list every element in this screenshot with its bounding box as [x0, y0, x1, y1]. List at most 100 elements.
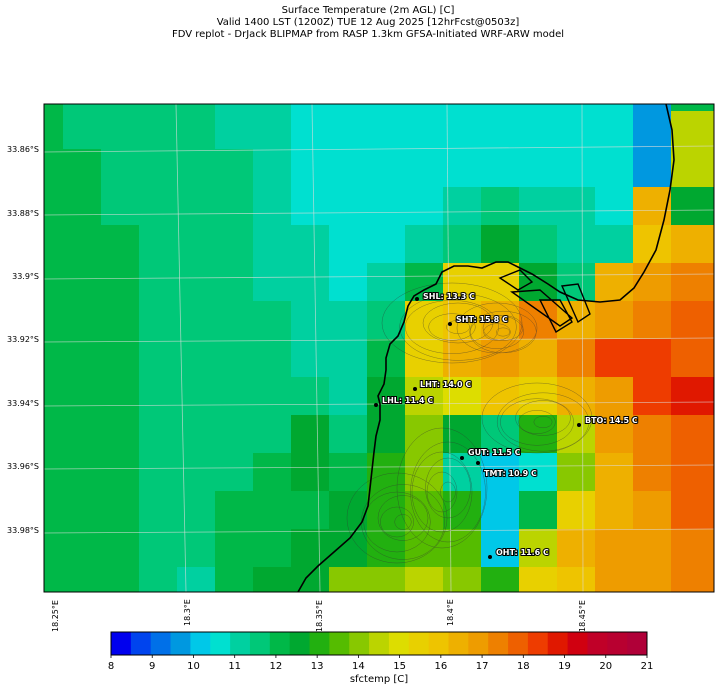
temp-grid-cell [215, 491, 254, 530]
temp-grid-cell [367, 567, 406, 592]
temp-grid-cell [329, 111, 368, 150]
temp-grid-cell [633, 149, 672, 188]
colorbar-tick-label: 18 [517, 661, 530, 672]
temp-grid-cell [481, 529, 520, 568]
x-tick-label: 18.45°E [578, 600, 587, 632]
colorbar-tick-label: 13 [311, 661, 324, 672]
temp-grid-cell [139, 415, 178, 454]
temp-grid-cell [557, 567, 596, 592]
contour-line [470, 315, 524, 349]
temp-grid-cell [44, 111, 64, 150]
station-label: OHT: 11.6 C [496, 548, 549, 557]
colorbar-tick-label: 19 [558, 661, 571, 672]
temp-grid-cell [177, 225, 216, 264]
temp-grid-cell [101, 415, 140, 454]
temp-grid-cell [519, 377, 558, 416]
temp-grid-cell [329, 415, 368, 454]
temp-grid-cell [557, 453, 596, 492]
temp-grid-cell [557, 301, 596, 340]
colorbar-tick-label: 14 [352, 661, 365, 672]
temp-grid-cell [595, 263, 634, 302]
meridian-line [175, 104, 187, 592]
temp-grid-cell [595, 187, 634, 226]
colorbar-frame [110, 631, 648, 656]
temp-grid-cell [671, 187, 714, 226]
contour-line [381, 282, 523, 364]
temp-grid-cell [595, 111, 634, 150]
temp-grid-cell [44, 187, 64, 226]
temp-grid-cell [253, 149, 292, 188]
temp-grid-cell [671, 415, 714, 454]
temp-grid-cell [291, 415, 330, 454]
temp-grid-cell [101, 111, 140, 150]
colorbar-tick-label: 15 [393, 661, 406, 672]
parallel-line [44, 528, 714, 534]
temp-grid-cell [367, 104, 406, 112]
contour-line [518, 410, 556, 434]
temp-grid-cell [519, 491, 558, 530]
temp-grid-cell [443, 104, 482, 112]
temp-grid-cell [44, 415, 64, 454]
temp-grid-cell [519, 567, 558, 592]
temp-grid-cell [519, 453, 558, 492]
station-label: BTO: 14.5 C [585, 416, 638, 425]
temp-grid-cell [633, 339, 672, 378]
temp-grid-cell [671, 339, 714, 378]
colorbar-segment [567, 632, 588, 655]
station-dot [476, 461, 480, 465]
colorbar-segment [488, 632, 509, 655]
contour-line [399, 293, 517, 361]
station-dot [448, 322, 452, 326]
station-label: LHT: 14.0 C [420, 380, 471, 389]
x-tick-label: 18.4°E [446, 599, 455, 626]
temp-grid-cell [177, 453, 216, 492]
temp-grid-cell [557, 149, 596, 188]
temp-grid-cell [633, 567, 672, 592]
contour-line [363, 491, 431, 553]
temp-grid-cell [595, 377, 634, 416]
station-label: TMT: 10.9 C [484, 469, 537, 478]
temp-grid-cell [139, 104, 178, 112]
contour-line [500, 398, 574, 446]
colorbar-ticks: 8 9 10 11 12 13 14 15 16 17 18 19 20 21 [108, 655, 653, 672]
station-dot [374, 403, 378, 407]
temp-grid-cell [557, 263, 596, 302]
temp-grid-cell [443, 225, 482, 264]
station-label: SHL: 13.3 C [423, 292, 475, 301]
station-label: GUT: 11.5 C [468, 448, 521, 457]
temp-grid-cell [671, 491, 714, 530]
temp-grid-cell [671, 529, 714, 568]
colorbar-segment [210, 632, 231, 655]
y-tick-label: 33.98°S [7, 526, 39, 535]
title-block: Surface Temperature (2m AGL) [C] Valid 1… [0, 5, 721, 41]
temp-grid-cell [481, 104, 520, 112]
temp-grid-cell [291, 491, 330, 530]
colorbar-segment [130, 632, 152, 655]
temp-grid-cell [44, 149, 64, 188]
temp-grid-cell [671, 104, 714, 112]
contour-line [515, 400, 571, 436]
temp-grid-cell [101, 339, 140, 378]
temp-grid-cell [329, 225, 368, 264]
temp-grid-cell [63, 104, 102, 112]
y-tick-label: 33.9°S [12, 272, 39, 281]
temp-grid-cell [443, 567, 482, 592]
station-dot [488, 555, 492, 559]
temp-grid-cell [139, 111, 178, 150]
colorbar-tick-label: 12 [270, 661, 283, 672]
temp-grid-cell [557, 377, 596, 416]
temp-grid-cell [443, 149, 482, 188]
colorbar-tick-label: 9 [149, 661, 155, 672]
colorbar-segment [508, 632, 529, 655]
colorbar-segment [607, 632, 628, 655]
y-axis-ticks: 33.86°S 33.88°S 33.9°S 33.92°S 33.94°S 3… [7, 145, 39, 535]
temp-grid-cell [63, 415, 102, 454]
temp-grid-cell [177, 301, 216, 340]
harbour-breakwater [498, 269, 591, 334]
colorbar-segment [269, 632, 291, 655]
temp-grid-cell [633, 187, 672, 226]
station-label: LHL: 11.4 C [382, 396, 433, 405]
temp-grid-cell [481, 491, 520, 530]
colorbar-segment [388, 632, 410, 655]
temp-grid-cell [63, 187, 102, 226]
